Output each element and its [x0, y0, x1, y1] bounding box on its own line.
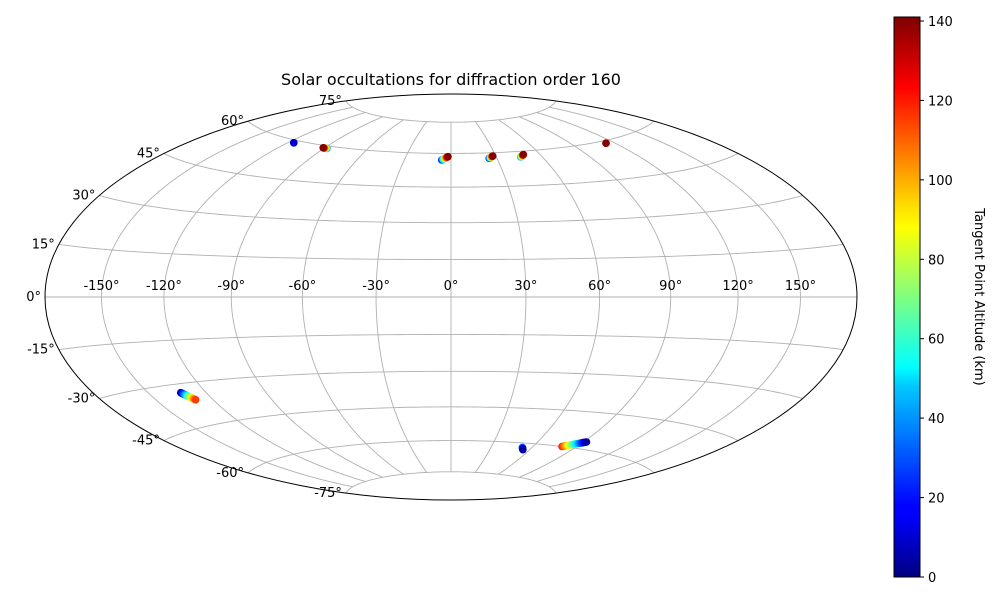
- occultation-point: [191, 396, 200, 404]
- parallel-line: [58, 244, 844, 260]
- longitude-tick-label: -30°: [362, 279, 390, 294]
- occultation-point: [319, 144, 328, 152]
- occultation-point: [489, 152, 497, 160]
- latitude-tick-label: 0°: [26, 290, 41, 305]
- parallel-line: [58, 334, 844, 350]
- colorbar-tick-label: 40: [928, 412, 945, 427]
- latitude-tick-label: -75°: [314, 486, 342, 501]
- longitude-tick-label: -150°: [83, 279, 119, 294]
- longitude-tick-label: -60°: [289, 279, 317, 294]
- longitude-tick-label: 60°: [588, 279, 611, 294]
- latitude-tick-label: 15°: [32, 238, 55, 253]
- parallel-line: [247, 440, 655, 474]
- occultation-point: [444, 152, 452, 161]
- latitude-tick-label: -15°: [27, 343, 55, 358]
- latitude-tick-label: -60°: [216, 466, 244, 481]
- occultation-point: [602, 139, 610, 147]
- longitude-tick-label: 0°: [444, 279, 459, 294]
- latitude-tick-label: 30°: [72, 189, 95, 204]
- longitude-tick-label: -90°: [217, 279, 245, 294]
- colorbar: 0 20 40 60 80 100 120 140 Tangent Point Altitud…: [893, 15, 986, 586]
- colorbar-tick-label: 20: [928, 492, 945, 507]
- occultation-point: [519, 150, 528, 159]
- colorbar-label: Tangent Point Altitude (km): [971, 207, 986, 385]
- parallel-line: [163, 406, 739, 441]
- chart-title: Solar occultations for diffraction order…: [281, 70, 621, 89]
- colorbar-tick-label: 120: [928, 94, 953, 109]
- longitude-tick-label: 90°: [659, 279, 682, 294]
- colorbar-gradient: [893, 16, 921, 578]
- latitude-tick-labels: 75° 60° 45° 30° 15° 0° -15° -30° -45° -60° -75°: [26, 94, 342, 501]
- map-boundary: [44, 93, 858, 501]
- longitude-tick-labels: -150° -120° -90° -60° -30° 0° 30° 60° 90° 120° 150…: [83, 279, 816, 294]
- parallel-line: [345, 471, 557, 494]
- scatter-points: [176, 139, 610, 454]
- parallel-line: [345, 100, 557, 123]
- latitude-tick-label: -30°: [68, 392, 96, 407]
- colorbar-tick-label: 60: [928, 333, 945, 348]
- parallel-line: [163, 153, 739, 188]
- occultation-point: [519, 445, 527, 454]
- latitude-tick-label: 75°: [319, 94, 342, 109]
- colorbar-ticks: 0 20 40 60 80 100 120 140: [920, 15, 953, 586]
- latitude-tick-label: 45°: [137, 147, 160, 162]
- parallel-line: [99, 195, 803, 224]
- longitude-tick-label: -120°: [146, 279, 182, 294]
- colorbar-tick-label: 0: [928, 571, 936, 586]
- colorbar-tick-label: 100: [928, 174, 953, 189]
- colorbar-tick-label: 80: [928, 253, 945, 268]
- map-plot-area: [44, 93, 858, 501]
- latitude-tick-label: -45°: [132, 434, 160, 449]
- longitude-tick-label: 30°: [514, 279, 537, 294]
- longitude-tick-label: 120°: [722, 279, 753, 294]
- latitude-tick-label: 60°: [221, 114, 244, 129]
- longitude-tick-label: 150°: [785, 279, 816, 294]
- occultation-point: [582, 438, 591, 446]
- parallel-line: [99, 370, 803, 399]
- graticule: [45, 100, 857, 494]
- occultation-point: [290, 139, 298, 147]
- colorbar-tick-label: 140: [928, 15, 953, 30]
